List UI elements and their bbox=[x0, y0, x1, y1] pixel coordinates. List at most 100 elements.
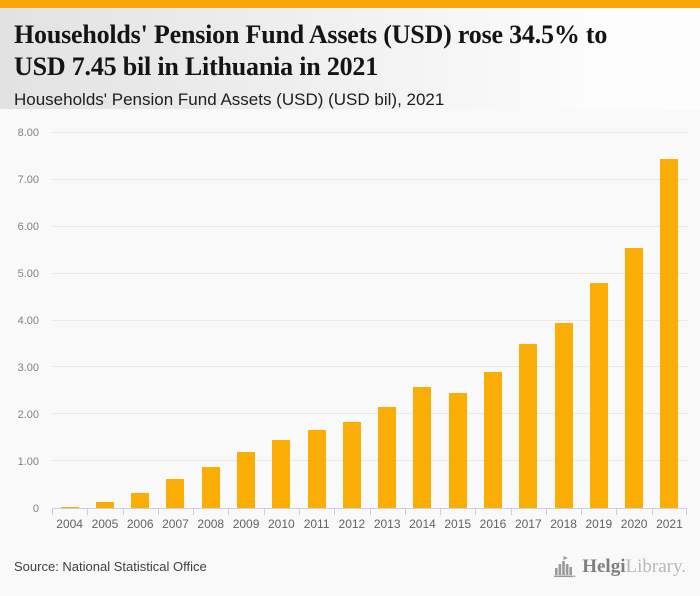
bar-cell-2006 bbox=[123, 133, 158, 508]
x-axis-label-2013: 2013 bbox=[373, 517, 401, 531]
footer: Source: National Statistical Office Helg… bbox=[0, 545, 700, 596]
x-axis-label-2015: 2015 bbox=[444, 517, 472, 531]
y-axis-label: 1.00 bbox=[17, 456, 39, 468]
bar-2009 bbox=[237, 451, 256, 508]
bar-cell-2009 bbox=[228, 133, 263, 508]
x-axis-tick bbox=[440, 508, 442, 515]
x-axis-tick bbox=[157, 508, 159, 515]
bar-cell-2014 bbox=[405, 133, 440, 508]
x-axis-tick bbox=[263, 508, 265, 515]
x-axis-label-2014: 2014 bbox=[409, 517, 436, 531]
x-axis-label-2018: 2018 bbox=[550, 517, 577, 531]
x-axis-label-2004: 2004 bbox=[56, 517, 83, 531]
x-axis-tick bbox=[334, 508, 336, 515]
bar-2015 bbox=[448, 392, 467, 508]
bar-2019 bbox=[589, 283, 608, 508]
x-axis-label-2019: 2019 bbox=[585, 517, 613, 531]
x-axis-label-2012: 2012 bbox=[338, 517, 366, 531]
y-axis-label: 7.00 bbox=[17, 174, 39, 186]
bar-2021 bbox=[660, 158, 679, 508]
bar-cell-2008 bbox=[193, 133, 228, 508]
x-axis-tick bbox=[545, 508, 547, 515]
gridline bbox=[52, 413, 687, 415]
bar-cell-2017 bbox=[511, 133, 546, 508]
x-axis-label-2005: 2005 bbox=[91, 517, 119, 531]
bar-cell-2019 bbox=[581, 133, 616, 508]
bar-2008 bbox=[201, 467, 220, 508]
x-axis-tick bbox=[193, 508, 195, 515]
gridline bbox=[52, 225, 687, 227]
bar-cell-2020 bbox=[617, 133, 652, 508]
gridline bbox=[52, 319, 687, 321]
bar-2007 bbox=[166, 479, 185, 508]
bar-series bbox=[52, 133, 687, 508]
x-axis-tick bbox=[510, 508, 512, 515]
gridline bbox=[52, 272, 687, 274]
y-axis-label: 5.00 bbox=[17, 268, 39, 280]
x-axis-tick bbox=[298, 508, 300, 515]
x-axis-label-2006: 2006 bbox=[126, 517, 154, 531]
x-axis-tick bbox=[52, 508, 53, 515]
bar-2013 bbox=[378, 406, 397, 508]
x-axis-tick bbox=[369, 508, 371, 515]
x-axis-label-2008: 2008 bbox=[197, 517, 225, 531]
y-axis: 0 1.00 2.00 3.00 4.00 5.00 6.00 7.00 8.00 bbox=[0, 127, 46, 515]
x-axis-label-2009: 2009 bbox=[232, 517, 260, 531]
x-axis-tick bbox=[651, 508, 653, 515]
title-line-1: Households' Pension Fund Assets (USD) ro… bbox=[14, 20, 608, 49]
x-axis-label-2010: 2010 bbox=[267, 517, 295, 531]
bar-2014 bbox=[413, 387, 432, 508]
bar-cell-2016 bbox=[475, 133, 510, 508]
gridline bbox=[52, 178, 687, 180]
x-axis-tick bbox=[228, 508, 230, 515]
x-axis-tick bbox=[87, 508, 89, 515]
x-axis-label-2007: 2007 bbox=[162, 517, 189, 531]
bar-cell-2021 bbox=[652, 133, 687, 508]
bar-2012 bbox=[342, 421, 361, 508]
bar-2018 bbox=[554, 323, 573, 508]
bar-2016 bbox=[484, 371, 503, 508]
gridline bbox=[52, 460, 687, 462]
x-axis-label-2021: 2021 bbox=[656, 517, 683, 531]
x-axis-tick bbox=[686, 508, 687, 515]
bar-cell-2004 bbox=[52, 133, 87, 508]
bar-cell-2015 bbox=[440, 133, 475, 508]
y-axis-label: 2.00 bbox=[17, 409, 39, 421]
helgi-logo[interactable]: HelgiLibrary. bbox=[553, 555, 687, 578]
logo-text-library: Library. bbox=[625, 555, 687, 577]
logo-text-helgi: Helgi bbox=[582, 555, 626, 577]
bar-2004 bbox=[60, 506, 79, 508]
bar-cell-2007 bbox=[158, 133, 193, 508]
bar-2020 bbox=[625, 248, 644, 508]
x-axis-tick bbox=[475, 508, 477, 515]
y-axis-label: 0 bbox=[32, 503, 39, 515]
chart: 0 1.00 2.00 3.00 4.00 5.00 6.00 7.00 8.00 2004 20… bbox=[0, 109, 700, 545]
gridline bbox=[52, 366, 687, 368]
y-axis-label: 4.00 bbox=[17, 315, 39, 327]
y-axis-label: 3.00 bbox=[17, 362, 39, 374]
x-axis-tick bbox=[404, 508, 406, 515]
page-header: Households' Pension Fund Assets (USD) ro… bbox=[0, 8, 700, 109]
x-axis: 2004 2005 2006 2007 2008 2009 2010 2011 2012 2013… bbox=[52, 517, 687, 531]
bar-cell-2018 bbox=[546, 133, 581, 508]
top-accent-bar bbox=[0, 0, 700, 8]
bar-cell-2010 bbox=[264, 133, 299, 508]
x-axis-tick bbox=[616, 508, 618, 515]
y-axis-label: 8.00 bbox=[17, 127, 39, 139]
plot-area bbox=[52, 132, 687, 515]
bar-2011 bbox=[307, 429, 326, 508]
title-line-2: USD 7.45 bil in Lithuania in 2021 bbox=[14, 51, 379, 81]
x-axis-label-2017: 2017 bbox=[514, 517, 542, 531]
x-axis-label-2011: 2011 bbox=[303, 517, 330, 531]
page-title: Households' Pension Fund Assets (USD) ro… bbox=[14, 19, 684, 83]
source-text: Source: National Statistical Office bbox=[14, 559, 207, 574]
bar-2005 bbox=[95, 501, 114, 508]
gridline bbox=[52, 132, 687, 133]
bar-2010 bbox=[272, 439, 291, 508]
bar-cell-2005 bbox=[87, 133, 122, 508]
bar-cell-2013 bbox=[370, 133, 405, 508]
y-axis-label: 6.00 bbox=[17, 221, 39, 233]
x-axis-tick bbox=[581, 508, 583, 515]
bar-2017 bbox=[519, 344, 538, 508]
bar-cell-2012 bbox=[334, 133, 369, 508]
